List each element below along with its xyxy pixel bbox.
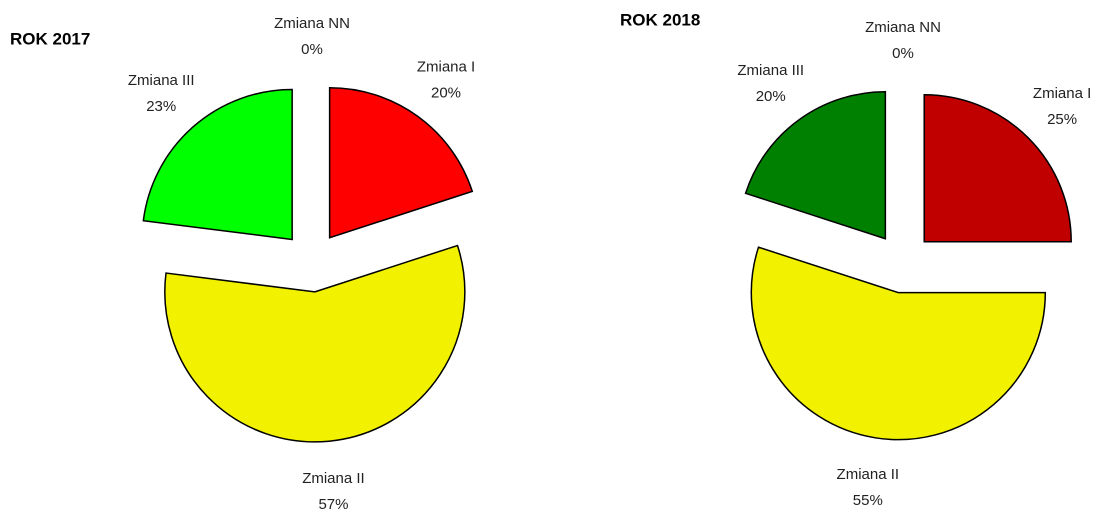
pie-slice: [750, 246, 1047, 441]
slice-label: Zmiana I: [1033, 85, 1091, 102]
pie-slice: [923, 94, 1072, 243]
slice-label: Zmiana III: [128, 72, 195, 89]
slice-label: Zmiana NN: [865, 19, 941, 36]
slice-value-label: 20%: [756, 88, 786, 105]
slice-value-label: 0%: [892, 45, 914, 62]
slice-value-label: 57%: [318, 496, 348, 509]
pie-slice: [744, 90, 887, 240]
chart-title: ROK 2017: [10, 29, 90, 48]
slice-value-label: 55%: [853, 492, 883, 509]
slice-value-label: 20%: [431, 85, 461, 102]
pie-slice: [164, 244, 466, 443]
pie-slice: [328, 86, 474, 239]
slice-label: Zmiana I: [417, 59, 475, 76]
slice-value-label: 25%: [1047, 111, 1077, 128]
slice-value-label: 0%: [301, 41, 323, 58]
pie-slice: [142, 88, 293, 241]
slice-label: Zmiana NN: [274, 15, 350, 32]
slice-label: Zmiana II: [837, 466, 900, 483]
slice-label: Zmiana III: [737, 62, 804, 79]
slice-label: Zmiana II: [302, 470, 365, 487]
slice-value-label: 23%: [146, 98, 176, 115]
chart-title: ROK 2018: [620, 10, 700, 29]
